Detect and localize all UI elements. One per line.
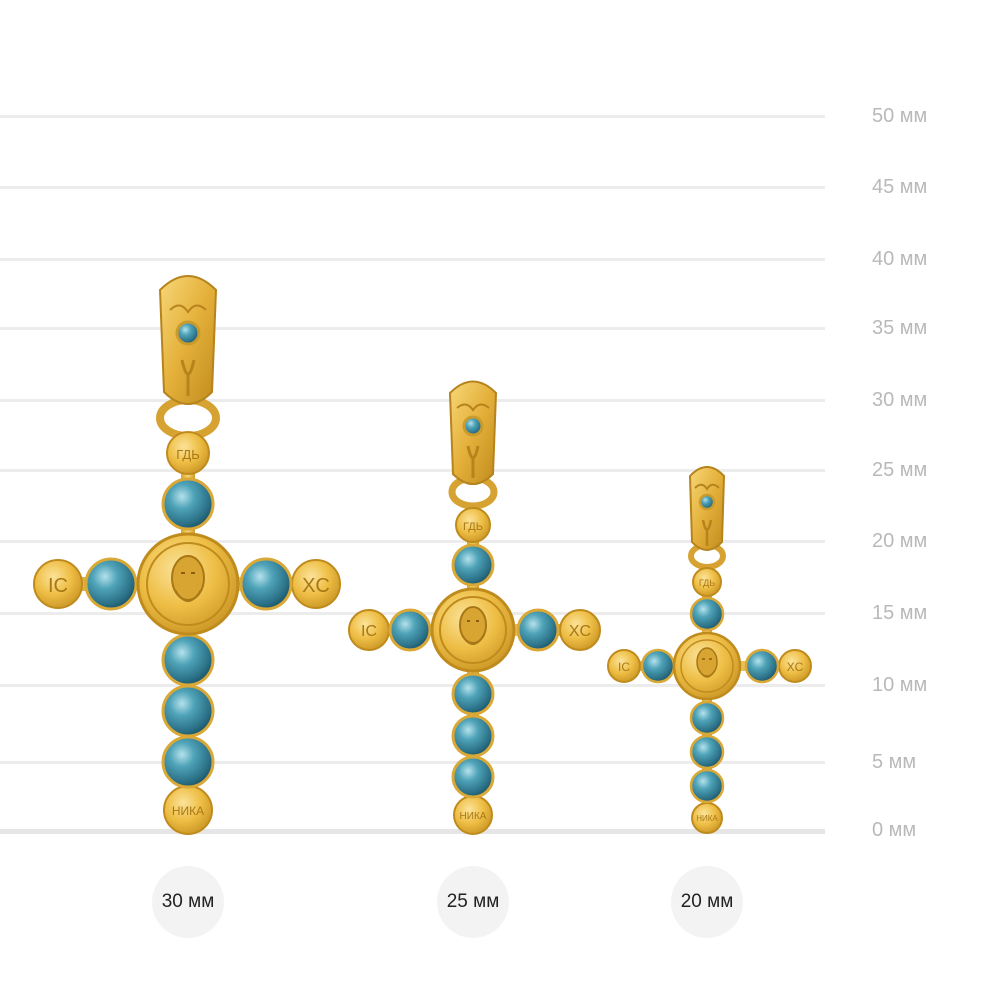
- scale-tick-label: 10 мм: [872, 674, 928, 696]
- blue-gemstone: [239, 557, 293, 611]
- blue-gemstone: [161, 684, 215, 738]
- gold-medallion-right: XC: [559, 609, 601, 651]
- svg-text:XC: XC: [569, 623, 591, 640]
- gridline-baseline: [0, 829, 825, 834]
- gold-medallion-top: ГДЬ: [166, 431, 210, 475]
- gold-medallion-top: ГДЬ: [692, 567, 722, 597]
- scale-tick-label: 15 мм: [872, 602, 928, 624]
- svg-text:НИКА: НИКА: [172, 804, 204, 818]
- svg-text:НИКА: НИКА: [460, 811, 487, 822]
- svg-text:XC: XC: [787, 660, 804, 674]
- scale-tick-label: 20 мм: [872, 530, 928, 552]
- svg-text:IC: IC: [361, 623, 377, 640]
- gold-medallion-right: XC: [291, 559, 341, 609]
- blue-gemstone: [689, 734, 725, 770]
- svg-text:ГДЬ: ГДЬ: [176, 447, 200, 462]
- blue-gemstone: [84, 557, 138, 611]
- cross-pendant-30mm: ГДЬ НИКА IC XC: [33, 275, 341, 835]
- gridline: [0, 684, 825, 687]
- blue-gemstone: [689, 768, 725, 804]
- svg-text:IC: IC: [48, 575, 68, 597]
- gold-medallion-right: XC: [778, 649, 812, 683]
- blue-gemstone: [161, 735, 215, 789]
- scale-tick-label: 40 мм: [872, 248, 928, 270]
- blue-gemstone: [640, 648, 676, 684]
- scale-tick-label: 35 мм: [872, 317, 928, 339]
- cross-pendant-25mm: ГДЬ НИКА IC XC: [348, 380, 601, 835]
- gridline: [0, 469, 825, 472]
- blue-gemstone: [388, 608, 432, 652]
- svg-text:XC: XC: [302, 575, 330, 597]
- svg-text:НИКА: НИКА: [696, 814, 718, 823]
- blue-gemstone: [689, 700, 725, 736]
- pendant-bail: [448, 380, 498, 510]
- gridline: [0, 186, 825, 189]
- scale-tick-label: 30 мм: [872, 389, 928, 411]
- scale-tick-label: 45 мм: [872, 176, 928, 198]
- svg-text:IC: IC: [618, 660, 630, 674]
- blue-gemstone: [451, 672, 495, 716]
- gold-medallion-left: IC: [607, 649, 641, 683]
- blue-gemstone: [516, 608, 560, 652]
- blue-gemstone: [161, 477, 215, 531]
- size-label-badge: 30 мм: [152, 866, 224, 938]
- gridline: [0, 761, 825, 764]
- gold-medallion-bottom: НИКА: [163, 785, 213, 835]
- gridline: [0, 540, 825, 543]
- blue-gemstone: [451, 714, 495, 758]
- scale-tick-label: 5 мм: [872, 751, 917, 773]
- scale-tick-label: 25 мм: [872, 459, 928, 481]
- gold-medallion-left: IC: [33, 559, 83, 609]
- center-icon-medallion: [672, 631, 742, 701]
- gold-medallion-top: ГДЬ: [455, 507, 491, 543]
- blue-gemstone: [451, 543, 495, 587]
- gridline: [0, 115, 825, 118]
- blue-gemstone: [161, 633, 215, 687]
- svg-text:ГДЬ: ГДЬ: [463, 521, 483, 533]
- gold-medallion-left: IC: [348, 609, 390, 651]
- gridline: [0, 399, 825, 402]
- gridline: [0, 327, 825, 330]
- pendant-bail: [688, 466, 726, 570]
- svg-text:ГДЬ: ГДЬ: [699, 578, 715, 588]
- blue-gemstone: [689, 596, 725, 632]
- size-label-badge: 20 мм: [671, 866, 743, 938]
- center-icon-medallion: [430, 587, 516, 673]
- scale-tick-label: 50 мм: [872, 105, 928, 127]
- blue-gemstone: [744, 648, 780, 684]
- pendant-bail: [156, 275, 220, 440]
- gold-medallion-bottom: НИКА: [691, 802, 723, 834]
- blue-gemstone: [451, 755, 495, 799]
- gridline: [0, 258, 825, 261]
- size-label-badge: 25 мм: [437, 866, 509, 938]
- center-icon-medallion: [136, 532, 240, 636]
- cross-pendant-20mm: ГДЬ НИКА IC XC: [607, 466, 812, 834]
- scale-tick-label: 0 мм: [872, 819, 917, 841]
- gold-medallion-bottom: НИКА: [453, 795, 493, 835]
